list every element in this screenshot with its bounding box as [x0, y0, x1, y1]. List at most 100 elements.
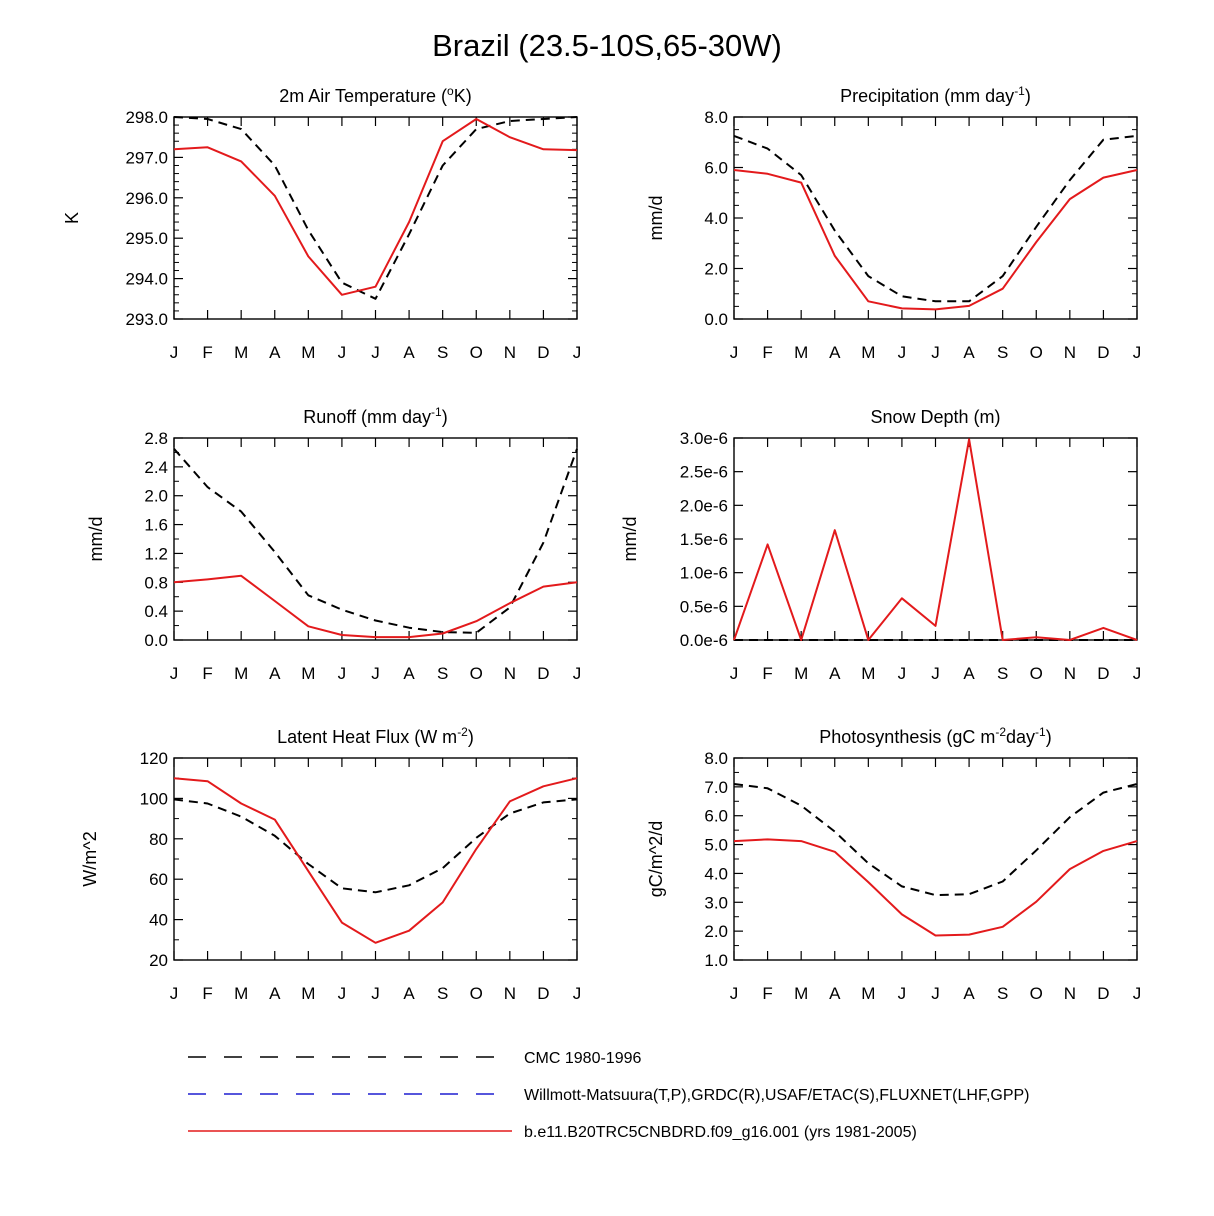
y-axis-label: mm/d: [86, 517, 106, 562]
x-tick-label: J: [898, 664, 907, 683]
y-axis-label: gC/m^2/d: [646, 821, 666, 897]
x-tick-label: N: [1064, 664, 1076, 683]
y-tick-label: 100: [140, 789, 168, 808]
series-line-model: [173, 574, 578, 639]
x-tick-label: M: [794, 343, 808, 362]
y-tick-label: 40: [149, 911, 168, 930]
x-tick-label: F: [762, 664, 772, 683]
plot-frame: [733, 116, 1138, 320]
x-tick-label: J: [170, 664, 179, 683]
y-tick-label: 0.8: [144, 573, 168, 592]
x-tick-label: A: [963, 343, 975, 362]
panel-title: Photosynthesis (gC m-2day-1): [819, 725, 1051, 747]
x-tick-label: M: [794, 664, 808, 683]
legend-label: Willmott-Matsuura(T,P),GRDC(R),USAF/ETAC…: [524, 1087, 1030, 1104]
x-tick-label: A: [829, 984, 841, 1003]
y-axis-label: K: [62, 212, 82, 224]
y-tick-label: 4.0: [704, 209, 728, 228]
y-tick-label: 8.0: [704, 108, 728, 127]
y-tick-label: 4.0: [704, 864, 728, 883]
y-tick-label: 80: [149, 830, 168, 849]
panel-title: Precipitation (mm day-1): [840, 84, 1031, 106]
x-tick-label: S: [437, 984, 448, 1003]
x-tick-label: D: [537, 984, 549, 1003]
x-tick-label: J: [371, 984, 380, 1003]
x-tick-label: J: [573, 664, 582, 683]
x-tick-label: J: [931, 984, 940, 1003]
panel-title: 2m Air Temperature (oK): [279, 84, 471, 106]
x-tick-label: J: [931, 664, 940, 683]
y-tick-label: 1.2: [144, 544, 168, 563]
y-tick-label: 0.0e-6: [680, 631, 728, 650]
x-tick-label: J: [730, 664, 739, 683]
y-tick-label: 295.0: [125, 229, 168, 248]
y-tick-label: 2.0: [704, 922, 728, 941]
x-tick-label: J: [931, 343, 940, 362]
x-tick-label: J: [573, 984, 582, 1003]
panel-title: Latent Heat Flux (W m-2): [277, 725, 474, 747]
x-tick-label: M: [234, 984, 248, 1003]
x-tick-label: J: [338, 664, 347, 683]
y-tick-label: 2.8: [144, 429, 168, 448]
y-tick-label: 0.5e-6: [680, 597, 728, 616]
plot-frame: [173, 757, 578, 961]
figure-title: Brazil (23.5-10S,65-30W): [432, 28, 782, 63]
x-tick-label: M: [234, 343, 248, 362]
chart-panel-6: Photosynthesis (gC m-2day-1) 1.0 2.0 3.0 4.0…: [646, 725, 1141, 1003]
x-tick-label: J: [338, 343, 347, 362]
chart-panel-5: Latent Heat Flux (W m-2) 20 40 60 80 100 120 J F…: [80, 725, 581, 1003]
x-tick-label: A: [963, 984, 975, 1003]
x-tick-label: N: [504, 664, 516, 683]
y-tick-label: 120: [140, 749, 168, 768]
legend-label: CMC 1980-1996: [524, 1050, 642, 1067]
x-tick-label: S: [997, 343, 1008, 362]
x-tick-label: A: [829, 343, 841, 362]
y-tick-label: 298.0: [125, 108, 168, 127]
x-tick-label: A: [829, 664, 841, 683]
panel-title: Snow Depth (m): [870, 407, 1000, 427]
x-tick-label: N: [1064, 343, 1076, 362]
x-tick-label: A: [403, 984, 415, 1003]
y-tick-label: 294.0: [125, 270, 168, 289]
y-tick-label: 0.0: [704, 310, 728, 329]
x-tick-label: D: [537, 664, 549, 683]
x-tick-label: J: [1133, 343, 1142, 362]
x-tick-label: D: [537, 343, 549, 362]
series-line-cmc: [733, 134, 1138, 303]
x-tick-label: J: [898, 984, 907, 1003]
chart-panel-4: Snow Depth (m) 0.0e-6 0.5e-6 1.0e-6 1.5e-6 2.…: [620, 407, 1141, 683]
x-tick-label: A: [403, 343, 415, 362]
x-tick-label: J: [730, 343, 739, 362]
y-axis-label: mm/d: [646, 196, 666, 241]
x-tick-label: O: [1030, 343, 1043, 362]
plot-frame: [733, 757, 1138, 961]
x-tick-label: A: [269, 664, 281, 683]
x-tick-label: M: [861, 343, 875, 362]
x-tick-label: N: [504, 984, 516, 1003]
x-tick-label: M: [301, 343, 315, 362]
y-tick-label: 2.0: [704, 260, 728, 279]
x-tick-label: O: [470, 664, 483, 683]
x-tick-label: J: [730, 984, 739, 1003]
x-tick-label: D: [1097, 984, 1109, 1003]
y-tick-label: 6.0: [704, 159, 728, 178]
x-tick-label: F: [762, 984, 772, 1003]
x-tick-label: S: [997, 664, 1008, 683]
y-tick-label: 6.0: [704, 807, 728, 826]
y-tick-label: 8.0: [704, 749, 728, 768]
x-tick-label: J: [573, 343, 582, 362]
y-tick-label: 2.4: [144, 458, 168, 477]
y-axis-label: mm/d: [620, 517, 640, 562]
x-tick-label: F: [202, 664, 212, 683]
y-tick-label: 1.0e-6: [680, 564, 728, 583]
x-tick-label: D: [1097, 664, 1109, 683]
y-tick-label: 20: [149, 951, 168, 970]
x-tick-label: A: [403, 664, 415, 683]
y-tick-label: 7.0: [704, 778, 728, 797]
x-tick-label: N: [1064, 984, 1076, 1003]
y-tick-label: 293.0: [125, 310, 168, 329]
x-tick-label: M: [794, 984, 808, 1003]
series-line-model: [173, 777, 578, 944]
series-line-cmc: [173, 116, 578, 300]
x-tick-label: O: [470, 343, 483, 362]
